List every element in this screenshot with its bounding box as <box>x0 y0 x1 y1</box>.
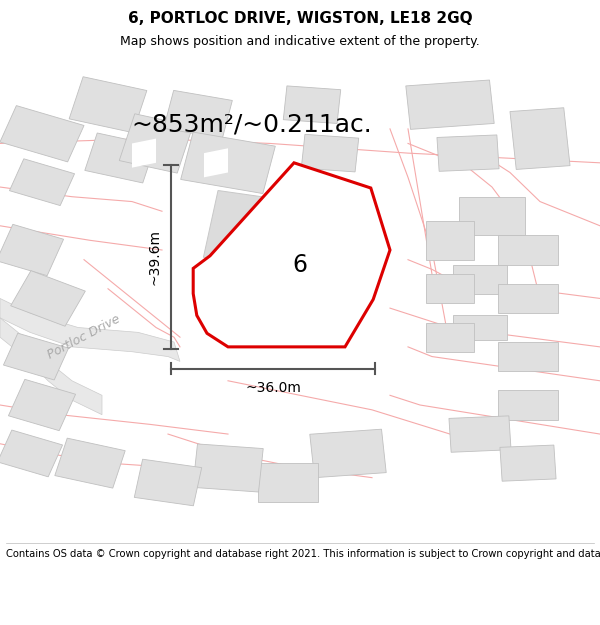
Text: Map shows position and indicative extent of the property.: Map shows position and indicative extent… <box>120 35 480 48</box>
Polygon shape <box>69 77 147 132</box>
Polygon shape <box>193 162 390 347</box>
Polygon shape <box>0 298 180 361</box>
Polygon shape <box>10 159 74 206</box>
Polygon shape <box>193 444 263 492</box>
Polygon shape <box>0 318 102 415</box>
Polygon shape <box>0 430 62 477</box>
Polygon shape <box>498 391 558 419</box>
Polygon shape <box>4 333 68 380</box>
Text: 6, PORTLOC DRIVE, WIGSTON, LE18 2GQ: 6, PORTLOC DRIVE, WIGSTON, LE18 2GQ <box>128 11 472 26</box>
Polygon shape <box>498 342 558 371</box>
Polygon shape <box>0 106 84 162</box>
Polygon shape <box>426 322 474 352</box>
Polygon shape <box>85 133 155 183</box>
Polygon shape <box>0 224 64 276</box>
Polygon shape <box>498 284 558 313</box>
Polygon shape <box>449 416 511 452</box>
Polygon shape <box>218 246 261 274</box>
Polygon shape <box>55 438 125 488</box>
Polygon shape <box>132 139 156 168</box>
Polygon shape <box>437 135 499 171</box>
Polygon shape <box>8 379 76 431</box>
Polygon shape <box>258 463 318 502</box>
Text: Contains OS data © Crown copyright and database right 2021. This information is : Contains OS data © Crown copyright and d… <box>6 549 600 559</box>
Polygon shape <box>283 86 341 124</box>
Polygon shape <box>119 114 193 173</box>
Polygon shape <box>301 134 359 172</box>
Polygon shape <box>453 316 507 339</box>
Polygon shape <box>426 274 474 303</box>
Text: 6: 6 <box>293 253 308 276</box>
Polygon shape <box>134 459 202 506</box>
Polygon shape <box>510 107 570 169</box>
Text: ~36.0m: ~36.0m <box>245 381 301 395</box>
Polygon shape <box>500 445 556 481</box>
Polygon shape <box>181 132 275 194</box>
Text: Portloc Drive: Portloc Drive <box>46 312 122 362</box>
Polygon shape <box>310 429 386 478</box>
Text: ~39.6m: ~39.6m <box>148 229 162 285</box>
Polygon shape <box>204 148 228 178</box>
Polygon shape <box>426 221 474 260</box>
Polygon shape <box>406 80 494 129</box>
Polygon shape <box>11 271 85 326</box>
Text: ~853m²/~0.211ac.: ~853m²/~0.211ac. <box>131 112 373 136</box>
Polygon shape <box>498 236 558 264</box>
Polygon shape <box>203 191 313 271</box>
Polygon shape <box>453 264 507 294</box>
Polygon shape <box>164 91 232 138</box>
Polygon shape <box>459 197 525 236</box>
